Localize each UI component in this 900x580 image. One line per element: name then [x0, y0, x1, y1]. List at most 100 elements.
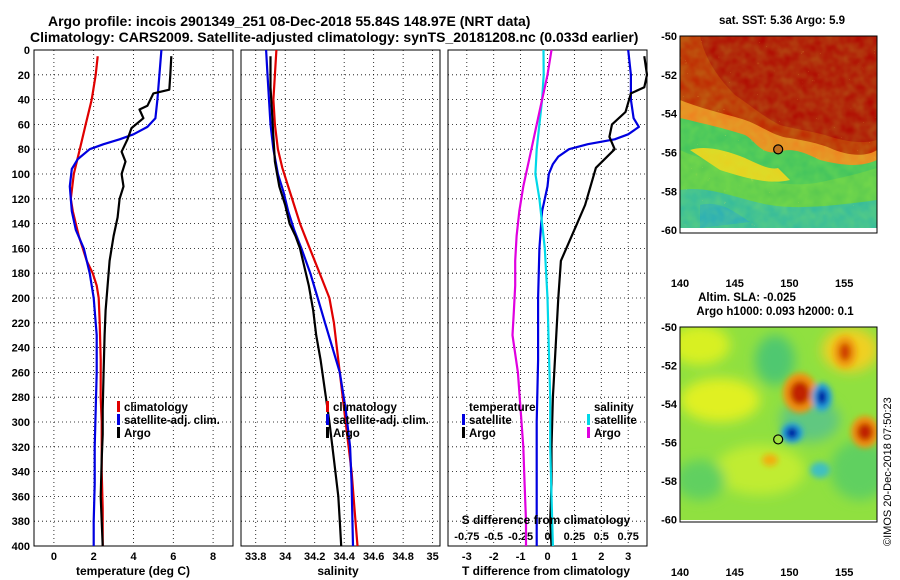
legend-swatch-argo — [117, 427, 120, 438]
temperature-panel: 0204060801001201401601802002202402602803… — [12, 45, 234, 578]
series-line-satellite-adj-clim- — [265, 49, 355, 547]
temperature-grid — [34, 50, 233, 546]
latitude-tick-label: -54 — [661, 399, 678, 411]
depth-tick-label: 220 — [12, 318, 30, 330]
depth-tick-label: 200 — [12, 293, 30, 305]
s-difference-tick-label: 0.25 — [564, 531, 585, 543]
t-difference-tick-labels: -3 -2 -1 0 1 2 3 — [462, 551, 631, 563]
x-tick-label: 4 — [130, 551, 137, 563]
salinity-legend: climatology satellite-adj. clim. Argo — [326, 401, 429, 440]
latitude-tick-label: -52 — [661, 70, 677, 82]
latitude-tick-label: -56 — [661, 148, 677, 160]
figure-title-line1: Argo profile: incois 2901349_251 08-Dec-… — [48, 13, 530, 29]
legend-heading-temperature: temperature — [469, 402, 535, 414]
latitude-tick-label: -52 — [661, 361, 677, 373]
figure-title-line2: Climatology: CARS2009. Satellite-adjuste… — [30, 29, 638, 45]
latitude-tick-label: -50 — [661, 31, 677, 43]
series-line-argo — [269, 56, 343, 547]
s-difference-tick-label: 0.75 — [617, 531, 638, 543]
longitude-tick-label: 145 — [726, 278, 744, 290]
legend-swatch-t-satellite — [462, 414, 465, 425]
depth-tick-label: 240 — [12, 343, 30, 355]
s-difference-tick-label: 0 — [544, 531, 550, 543]
depth-tick-label: 80 — [18, 144, 30, 156]
longitude-tick-label: 155 — [835, 278, 853, 290]
longitude-tick-label: 140 — [671, 567, 689, 579]
depth-tick-label: 60 — [18, 119, 30, 131]
sst-map-tick-labels: 140 145 150 155 -50 -52 -54 -56 -58 -60 — [661, 31, 853, 290]
sla-map-field — [680, 327, 877, 522]
t-difference-x-axis-label: T difference from climatology — [462, 564, 630, 578]
latitude-tick-label: -50 — [661, 322, 677, 334]
sla-map: Altim. SLA: -0.025 Argo h1000: 0.093 h20… — [661, 292, 878, 579]
x-tick-label: 0 — [544, 551, 550, 563]
x-tick-label: 2 — [91, 551, 97, 563]
series-line-satellite-adj-clim- — [68, 49, 163, 546]
x-tick-label: 34.8 — [392, 551, 413, 563]
s-difference-tick-label: -0.75 — [454, 531, 479, 543]
x-tick-label: 34.2 — [304, 551, 325, 563]
x-tick-label: -2 — [489, 551, 499, 563]
salinity-tick-labels: 33.8 34 34.2 34.4 34.6 34.8 35 — [245, 551, 439, 563]
x-tick-label: 35 — [427, 551, 439, 563]
legend-swatch-s-satellite — [587, 414, 590, 425]
salinity-grid — [241, 50, 440, 546]
latitude-tick-label: -58 — [661, 476, 677, 488]
legend-label-argo: Argo — [124, 428, 151, 440]
x-tick-label: 3 — [625, 551, 631, 563]
imos-credit: ©IMOS 20-Dec-2018 07:50:23 — [882, 397, 894, 546]
sla-map-title: Altim. SLA: -0.025 — [698, 292, 796, 304]
legend-label-climatology: climatology — [333, 402, 398, 414]
legend-label-s-satellite: satellite — [594, 415, 637, 427]
legend-swatch-satellite — [117, 414, 120, 425]
temperature-difference-legend: temperature satellite Argo — [462, 402, 535, 440]
difference-series — [511, 49, 649, 547]
depth-tick-label: 380 — [12, 516, 30, 528]
sst-map-frame — [679, 35, 878, 234]
legend-label-t-satellite: satellite — [469, 415, 512, 427]
depth-tick-label: 400 — [12, 541, 30, 553]
sla-map-subtitle: Argo h1000: 0.093 h2000: 0.1 — [696, 306, 854, 318]
sst-map-title: sat. SST: 5.36 Argo: 5.9 — [719, 15, 845, 27]
x-tick-label: 34.4 — [333, 551, 355, 563]
depth-tick-label: 0 — [24, 45, 30, 57]
legend-label-climatology: climatology — [124, 402, 189, 414]
depth-tick-label: 320 — [12, 442, 30, 454]
longitude-tick-label: 150 — [780, 567, 798, 579]
depth-tick-label: 140 — [12, 219, 30, 231]
series-line-climatology — [272, 49, 359, 547]
salinity-x-axis-label: salinity — [317, 564, 359, 578]
s-difference-axis-label: S difference from climatology — [462, 513, 631, 527]
x-tick-label: 34.6 — [363, 551, 384, 563]
legend-swatch-climatology — [326, 401, 329, 412]
argo-float-marker — [773, 144, 784, 155]
x-tick-label: -1 — [516, 551, 526, 563]
x-tick-label: 0 — [51, 551, 57, 563]
legend-label-satellite: satellite-adj. clim. — [333, 415, 429, 427]
longitude-tick-label: 140 — [671, 278, 689, 290]
legend-swatch-s-argo — [587, 427, 590, 438]
salinity-difference-legend: salinity satellite Argo — [587, 402, 637, 440]
legend-swatch-satellite — [326, 414, 329, 425]
sla-map-tick-labels: 140 145 150 155 -50 -52 -54 -56 -58 -60 — [661, 322, 853, 579]
series-line-argo — [99, 56, 173, 547]
latitude-tick-label: -58 — [661, 186, 677, 198]
series-line-climatology — [69, 56, 104, 546]
depth-tick-label: 360 — [12, 491, 30, 503]
legend-swatch-t-argo — [462, 427, 465, 438]
temperature-legend: climatology satellite-adj. clim. Argo — [117, 401, 220, 440]
latitude-tick-label: -60 — [661, 515, 677, 527]
temperature-series — [68, 49, 173, 547]
sst-map-field — [680, 36, 877, 233]
x-tick-label: 34 — [279, 551, 292, 563]
depth-tick-label: 160 — [12, 243, 30, 255]
salinity-panel: 33.8 34 34.2 34.4 34.6 34.8 35 salinity climat… — [240, 49, 441, 578]
series-line-temperature-argo — [549, 56, 649, 547]
depth-tick-label: 260 — [12, 367, 30, 379]
legend-label-t-argo: Argo — [469, 428, 496, 440]
x-tick-label: -3 — [462, 551, 472, 563]
temperature-x-axis-label: temperature (deg C) — [76, 564, 190, 578]
longitude-tick-label: 145 — [726, 567, 744, 579]
depth-tick-label: 20 — [18, 70, 30, 82]
